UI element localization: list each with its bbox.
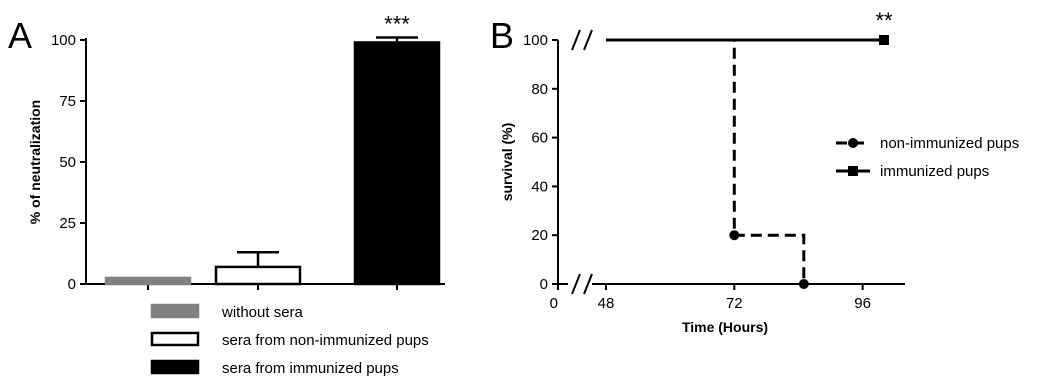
legend-swatch bbox=[150, 331, 200, 347]
x-tick-label: 72 bbox=[726, 295, 743, 312]
legend-marker bbox=[848, 138, 858, 148]
legend-label: non-immunized pups bbox=[880, 135, 1019, 152]
legend-label: without sera bbox=[221, 304, 304, 321]
panel-b-letter: B bbox=[490, 15, 514, 56]
y-tick-label: 100 bbox=[51, 32, 76, 49]
y-tick-label: 80 bbox=[531, 81, 548, 98]
panel-b: B 0 20 40 60 80 100 0 48 72 96 survival (%) Time … bbox=[490, 8, 1019, 335]
panel-a-legend: without sera sera from non-immunized pups… bbox=[150, 303, 429, 377]
bar bbox=[353, 41, 441, 286]
axis-break-mark bbox=[583, 273, 593, 295]
axis-break-mark bbox=[583, 29, 593, 51]
y-tick-label: 25 bbox=[59, 215, 76, 232]
legend-label: sera from non-immunized pups bbox=[222, 332, 429, 349]
y-tick-label: 40 bbox=[531, 178, 548, 195]
data-point bbox=[879, 35, 889, 45]
data-point bbox=[798, 279, 809, 289]
legend-swatch bbox=[150, 359, 200, 375]
legend-label: immunized pups bbox=[880, 163, 989, 180]
axis-break-mark bbox=[571, 29, 581, 51]
y-tick-label: 100 bbox=[523, 32, 548, 49]
series-line bbox=[606, 38, 806, 284]
y-tick-label: 20 bbox=[531, 227, 548, 244]
significance-mark: *** bbox=[384, 12, 410, 37]
y-tick-label: 50 bbox=[59, 154, 76, 171]
y-tick-label: 60 bbox=[531, 130, 548, 147]
panel-a: A 0 25 50 75 100 % of neutralization *** wit… bbox=[8, 12, 445, 377]
y-tick-label: 0 bbox=[540, 276, 548, 293]
panel-a-bars: *** bbox=[104, 12, 441, 290]
panel-b-x-axis-label: Time (Hours) bbox=[682, 319, 768, 335]
legend-swatch bbox=[150, 303, 200, 319]
axis-break-mark bbox=[571, 273, 581, 295]
panel-a-y-axis-label: % of neutralization bbox=[27, 100, 43, 224]
panel-b-legend: non-immunized pups immunized pups bbox=[836, 135, 1019, 180]
x-tick-label: 96 bbox=[854, 295, 871, 312]
x-tick-label: 48 bbox=[598, 295, 615, 312]
panel-a-letter: A bbox=[8, 15, 32, 56]
y-tick-label: 0 bbox=[68, 276, 76, 293]
panel-b-y-axis-label: survival (%) bbox=[499, 123, 515, 202]
legend-marker bbox=[848, 166, 858, 176]
x-tick-label: 0 bbox=[550, 295, 558, 312]
legend-label: sera from immunized pups bbox=[222, 360, 399, 377]
bar bbox=[104, 276, 192, 286]
significance-mark: ** bbox=[875, 8, 893, 33]
data-point bbox=[729, 230, 740, 241]
bar bbox=[214, 265, 302, 286]
y-tick-label: 75 bbox=[59, 93, 76, 110]
panel-b-series: ** bbox=[606, 8, 893, 289]
panel-b-axes: 0 20 40 60 80 100 0 48 72 96 bbox=[523, 29, 905, 312]
